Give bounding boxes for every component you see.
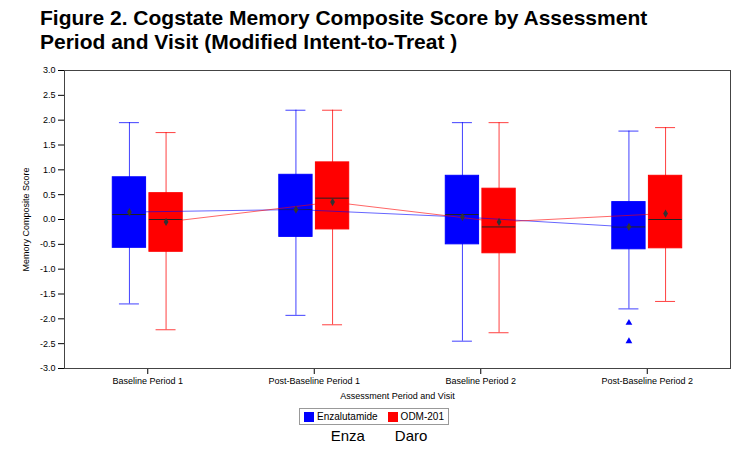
html-text:Daro: Daro <box>394 427 428 444</box>
svg-text:2.0: 2.0 <box>43 115 56 125</box>
svg-text:3.0: 3.0 <box>43 65 56 75</box>
svg-text:-2.5: -2.5 <box>40 339 56 349</box>
svg-text:Post-Baseline Period 1: Post-Baseline Period 1 <box>268 376 360 386</box>
svg-text:1.0: 1.0 <box>43 165 56 175</box>
html-text:Enzalutamide: Enzalutamide <box>317 411 378 422</box>
svg-text:2.5: 2.5 <box>43 90 56 100</box>
svg-text:-2.0: -2.0 <box>40 314 56 324</box>
svg-text:Baseline Period 1: Baseline Period 1 <box>112 376 183 386</box>
svg-text:Baseline Period 2: Baseline Period 2 <box>445 376 516 386</box>
svg-text:Post-Baseline Period 2: Post-Baseline Period 2 <box>601 376 693 386</box>
svg-text:-1.0: -1.0 <box>40 264 56 274</box>
svg-text:Assessment Period and Visit: Assessment Period and Visit <box>340 391 455 401</box>
svg-text:0.0: 0.0 <box>43 214 56 224</box>
html-text:Enza: Enza <box>330 427 365 444</box>
svg-text:-3.0: -3.0 <box>40 363 56 373</box>
svg-text:1.5: 1.5 <box>43 140 56 150</box>
svg-text:Memory Composite Score: Memory Composite Score <box>21 167 31 271</box>
svg-text:0.5: 0.5 <box>43 190 56 200</box>
html-text:Figure 2. Cogstate Memory Comp: Figure 2. Cogstate Memory Composite Scor… <box>40 6 648 53</box>
svg-text:-1.5: -1.5 <box>40 289 56 299</box>
svg-text:-0.5: -0.5 <box>40 239 56 249</box>
html-text:ODM-201: ODM-201 <box>400 411 444 422</box>
